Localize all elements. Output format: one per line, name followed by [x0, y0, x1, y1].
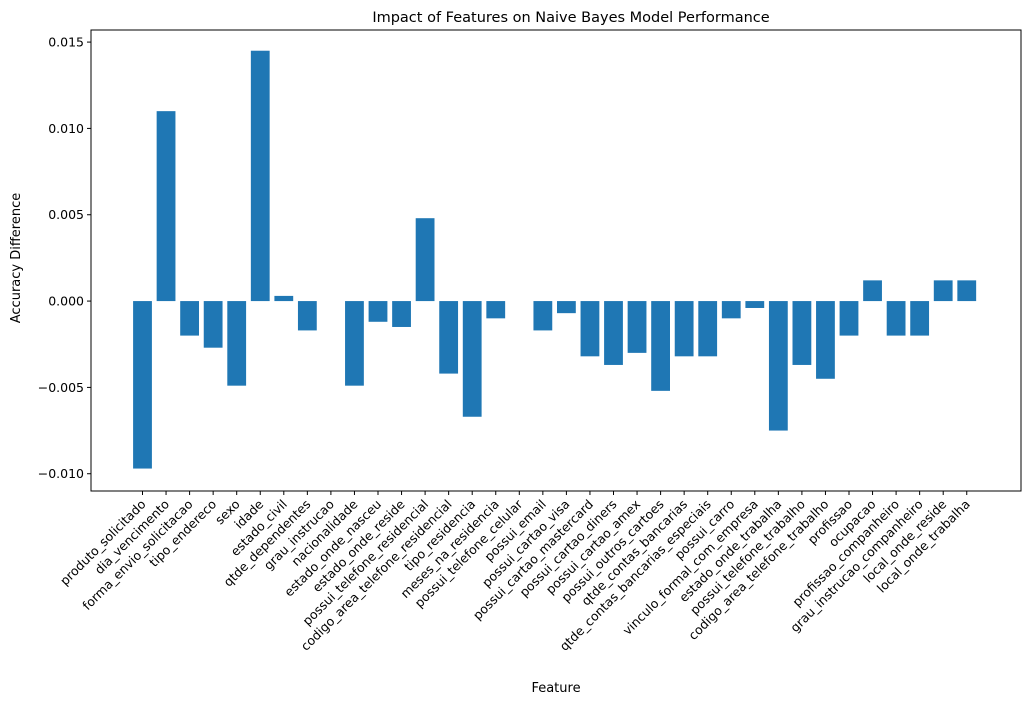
- x-axis-label: Feature: [531, 681, 580, 696]
- bar-estado_onde_reside: [392, 301, 411, 327]
- bar-dia_vencimento: [156, 111, 176, 302]
- bar-tipo_endereco: [203, 301, 223, 348]
- bar-codigo_area_telefone_trabalho: [816, 301, 835, 379]
- bar-possui_cartao_amex: [627, 301, 647, 353]
- bar-estado_onde_nasceu: [368, 301, 388, 322]
- bar-nacionalidade: [345, 301, 364, 386]
- bar-produto_solicitado: [133, 301, 152, 469]
- bar-forma_envio_solicitacao: [180, 301, 199, 336]
- bar-qtde_dependentes: [297, 301, 317, 331]
- y-tick-label: −0.005: [38, 380, 84, 395]
- bar-tipo_residencia: [462, 301, 482, 417]
- bar-qtde_contas_bancarias_especiais: [698, 301, 718, 357]
- bar-estado_civil: [274, 295, 294, 302]
- bar-possui_email: [533, 301, 553, 331]
- bar-vinculo_formal_com_empresa: [745, 301, 765, 308]
- y-tick-label: 0.010: [48, 121, 84, 136]
- chart-title: Impact of Features on Naive Bayes Model …: [372, 10, 769, 26]
- bar-grau_instrucao_companheiro: [910, 301, 930, 336]
- bar-codigo_area_telefone_residencial: [439, 301, 459, 374]
- bar-possui_telefone_trabalho: [792, 301, 812, 365]
- bar-profissao: [839, 301, 859, 336]
- bar-possui_outros_cartoes: [651, 301, 670, 391]
- bar-series: [133, 50, 977, 469]
- bar-qtde_contas_bancarias: [674, 301, 694, 357]
- bar-profissao_companheiro: [886, 301, 906, 336]
- y-tick-label: 0.015: [48, 35, 84, 50]
- bar-possui_cartao_mastercard: [580, 301, 600, 357]
- y-tick-label: 0.005: [48, 207, 84, 222]
- bar-meses_na_residencia: [486, 301, 506, 319]
- plot-frame: [90, 29, 1022, 492]
- bar-possui_carro: [721, 301, 741, 319]
- bar-local_onde_reside: [933, 280, 953, 302]
- bar-estado_onde_trabalha: [768, 301, 788, 431]
- y-tick-label: 0.000: [48, 294, 84, 309]
- bar-local_onde_trabalha: [957, 280, 977, 302]
- y-tick-label: −0.010: [38, 466, 84, 481]
- bar-sexo: [227, 301, 247, 386]
- x-axis: produto_solicitadodia_vencimentoforma_en…: [57, 491, 973, 654]
- bar-idade: [250, 50, 270, 302]
- bar-ocupacao: [863, 280, 882, 302]
- y-axis: −0.010 −0.005 0.000 0.005 0.010 0.015: [38, 35, 91, 481]
- y-axis-label: Accuracy Difference: [9, 193, 24, 324]
- bar-possui_telefone_residencial: [415, 218, 435, 302]
- bar-possui_cartao_visa: [557, 301, 576, 314]
- bar-possui_cartao_diners: [604, 301, 623, 365]
